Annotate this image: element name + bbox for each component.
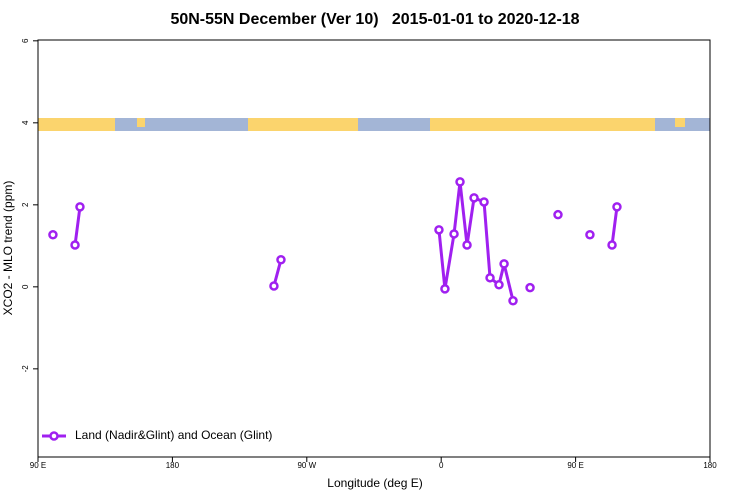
x-tick-label: 0 [439, 461, 444, 470]
y-tick-label: 0 [21, 284, 30, 289]
x-tick-label: 180 [703, 461, 717, 470]
point [269, 281, 279, 291]
point [494, 280, 504, 290]
plot-frame [37, 39, 711, 458]
point [70, 240, 80, 250]
x-axis-label: Longitude (deg E) [327, 476, 422, 490]
y-tick-label: 2 [21, 202, 30, 207]
point [455, 177, 465, 187]
y-tick-label: -2 [21, 365, 30, 373]
point [508, 296, 518, 306]
point [553, 209, 563, 220]
point [462, 240, 472, 250]
chart-title: 50N-55N December (Ver 10) 2015-01-01 to … [170, 11, 579, 28]
point [469, 193, 479, 203]
point [485, 273, 495, 283]
point [499, 259, 509, 269]
point [434, 225, 444, 235]
x-tick-label: 90 W [297, 461, 316, 470]
point [525, 282, 535, 293]
legend-label: Land (Nadir&Glint) and Ocean (Glint) [75, 428, 272, 442]
legend-marker [49, 431, 59, 441]
y-tick-label: 6 [21, 38, 30, 43]
series-line [73, 181, 619, 302]
point [585, 230, 595, 240]
point [276, 255, 286, 265]
point [48, 230, 58, 240]
point [440, 284, 450, 294]
land-ocean-strip [38, 118, 710, 131]
point [612, 202, 622, 212]
x-tick-label: 90 E [567, 461, 583, 470]
y-axis-label: XCO2 - MLO trend (ppm) [1, 181, 15, 316]
point [479, 197, 489, 207]
point [449, 229, 459, 239]
x-tick-label: 180 [166, 461, 180, 470]
x-tick-label: 90 E [30, 461, 46, 470]
y-tick-label: 4 [21, 120, 30, 125]
point [607, 240, 617, 250]
point [75, 202, 85, 212]
